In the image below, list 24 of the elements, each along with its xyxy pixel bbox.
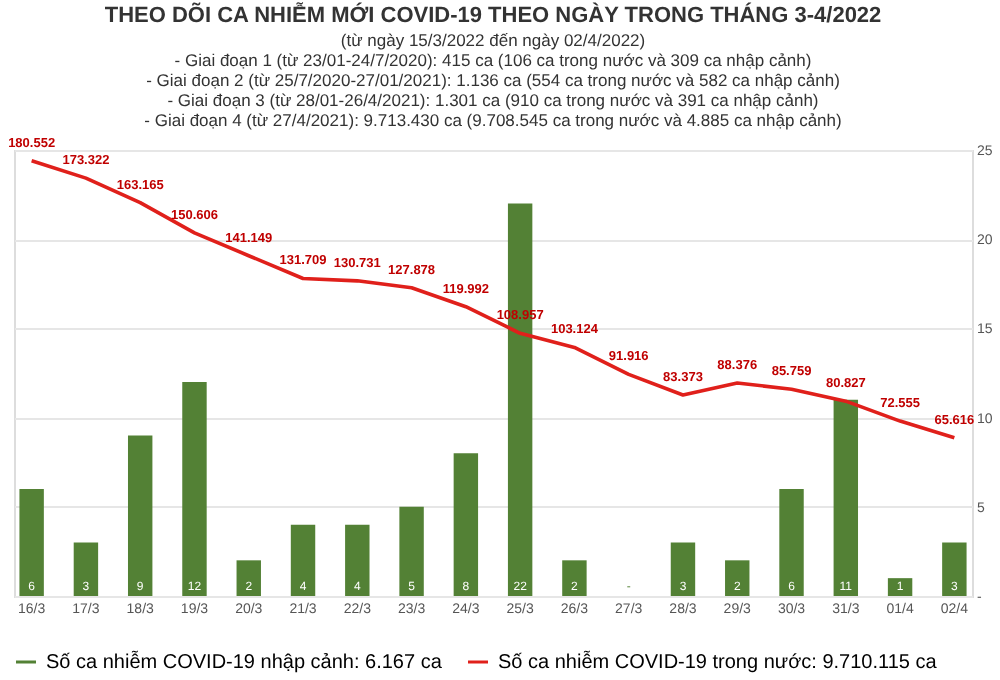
bar bbox=[833, 399, 859, 596]
bar bbox=[887, 578, 913, 596]
bar bbox=[19, 488, 44, 596]
chart-subtitle: (từ ngày 15/3/2022 đến ngày 02/4/2022) bbox=[340, 29, 646, 50]
text: - Giai đoạn 4 (từ 27/4/2021): 9.713.430 ca (9.708.545 ca trong nước và 4.885 ca nhập cảnh) bbox=[144, 109, 843, 130]
bar bbox=[453, 453, 479, 596]
bar bbox=[562, 560, 587, 596]
bar bbox=[345, 524, 370, 596]
legend-label: Số ca nhiễm COVID-19 trong nước: 9.710.115 ca bbox=[498, 650, 938, 674]
text: - Giai đoạn 2 (từ 25/7/2020-27/01/2021): 1.136 ca (554 ca trong nước và 582 ca nhập cảnh) bbox=[146, 69, 841, 90]
bar bbox=[399, 506, 424, 596]
legend-label: Số ca nhiễm COVID-19 nhập cảnh: 6.167 ca bbox=[46, 650, 443, 674]
text: - Giai đoạn 1 (từ 23/01-24/7/2020): 415 ca (106 ca trong nước và 309 ca nhập cảnh) bbox=[174, 49, 812, 70]
bar bbox=[182, 381, 207, 596]
chart-title: THEO DÕI CA NHIỄM MỚI COVID-19 THEO NGÀY TRONG THÁNG 3-4/2022 bbox=[104, 1, 882, 28]
bar bbox=[73, 542, 99, 596]
bar bbox=[670, 542, 696, 596]
bar bbox=[290, 524, 316, 596]
bar bbox=[236, 560, 261, 596]
bar bbox=[127, 435, 153, 596]
bar bbox=[942, 542, 967, 596]
text: - Giai đoạn 3 (từ 28/01-26/4/2021): 1.301 ca (910 ca trong nước và 391 ca nhập cảnh) bbox=[167, 89, 819, 110]
bar bbox=[779, 488, 804, 596]
bar bbox=[725, 560, 750, 596]
